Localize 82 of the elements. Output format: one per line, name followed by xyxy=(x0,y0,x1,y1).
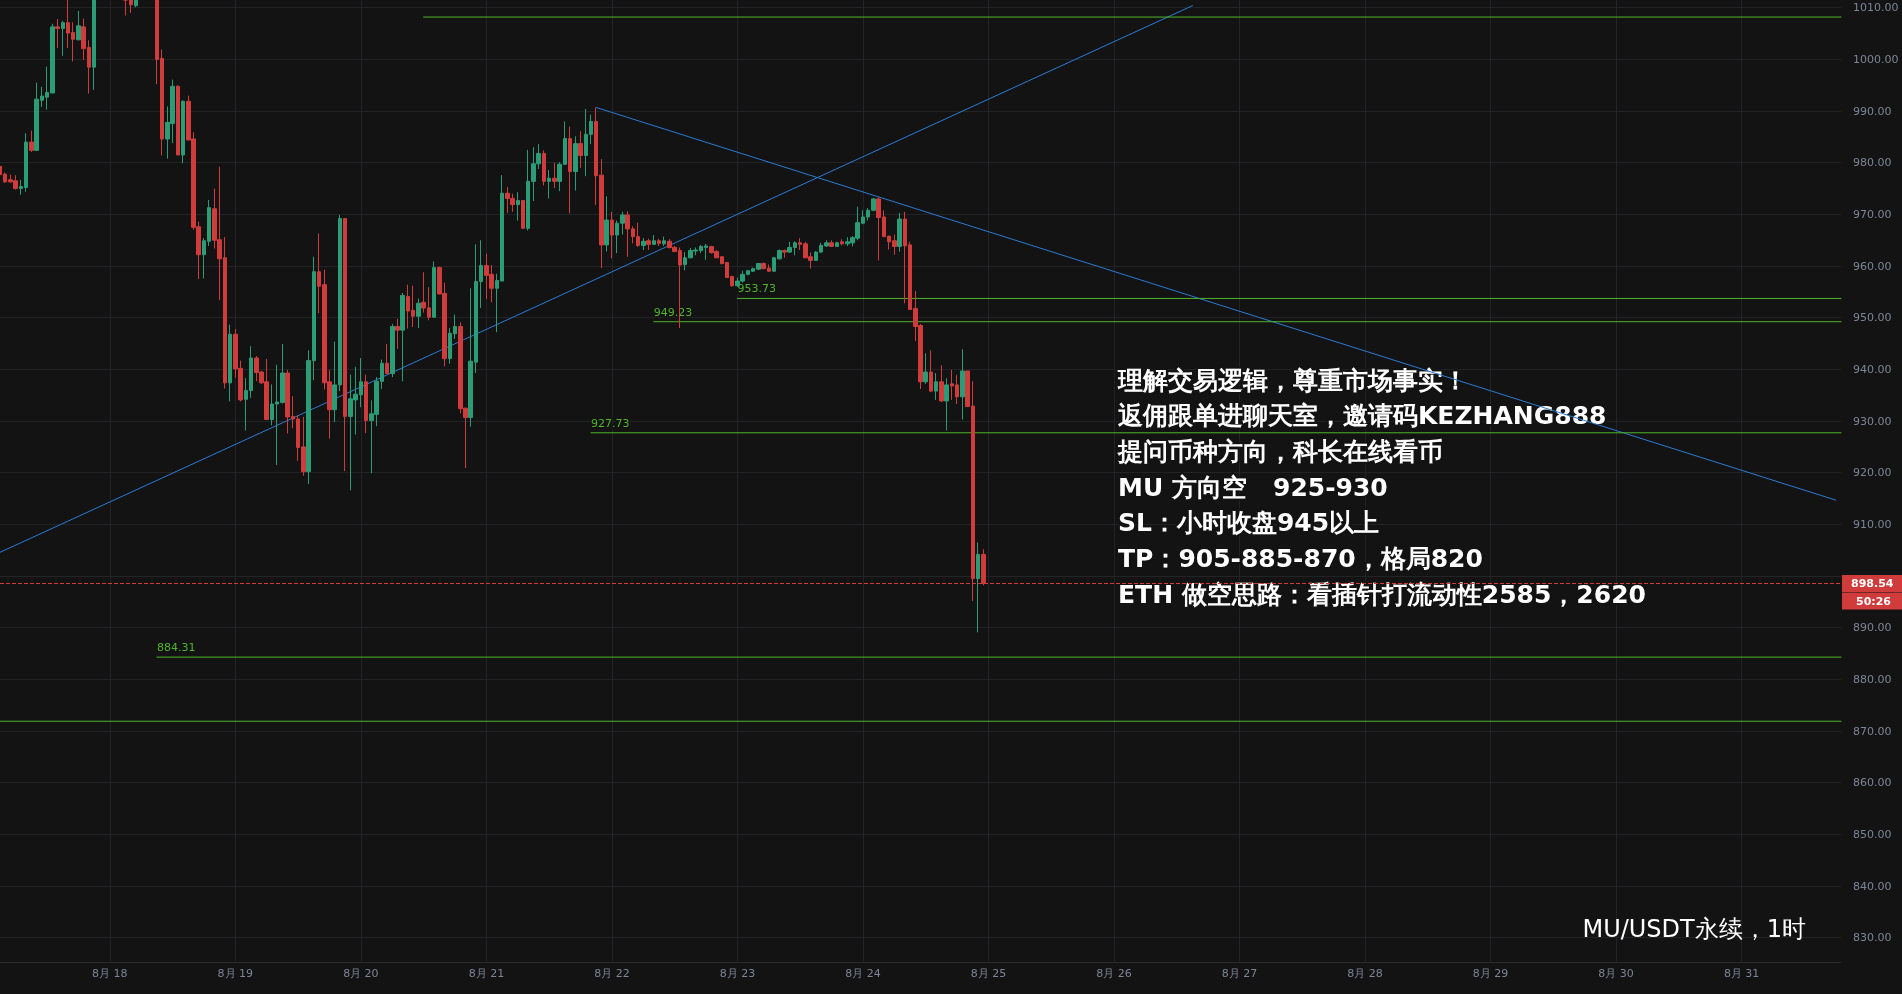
candlestick xyxy=(181,99,185,164)
candlestick xyxy=(416,298,421,329)
candlestick xyxy=(228,323,232,402)
candlestick xyxy=(516,191,520,222)
candlestick xyxy=(568,126,572,214)
candlestick xyxy=(934,372,938,401)
x-tick-label: 8月 27 xyxy=(1221,967,1258,980)
candlestick xyxy=(343,218,347,472)
y-tick-label: 950.00 xyxy=(1853,311,1892,325)
y-tick-label: 850.00 xyxy=(1853,827,1892,841)
annotation: ETH 做空思路：看插针打流动性2585，2620 xyxy=(1118,579,1646,609)
x-tick-label: 8月 19 xyxy=(217,967,254,980)
candlestick xyxy=(610,211,614,259)
candlestick xyxy=(652,234,656,245)
y-tick-label: 890.00 xyxy=(1853,621,1892,635)
annotation: MU 方向空 925-930 xyxy=(1118,472,1388,502)
x-tick-label: 8月 23 xyxy=(719,967,756,980)
series-label: 927.73 xyxy=(591,416,630,430)
series-label: 953.73 xyxy=(737,282,776,296)
x-tick-label: 8月 24 xyxy=(845,967,881,980)
x-tick-label: 8月 26 xyxy=(1096,967,1132,980)
y-tick-label: 960.00 xyxy=(1853,259,1892,273)
y-tick-label: 910.00 xyxy=(1853,517,1892,531)
y-tick-label: 930.00 xyxy=(1853,414,1892,428)
candlestick xyxy=(400,292,405,382)
candlestick xyxy=(897,212,902,253)
y-tick-label: 840.00 xyxy=(1853,879,1892,893)
candlestick xyxy=(929,349,933,393)
candlestick xyxy=(944,377,949,431)
x-tick-label: 8月 25 xyxy=(970,967,1007,980)
y-tick-label: 990.00 xyxy=(1853,104,1892,118)
y-tick-label: 920.00 xyxy=(1853,466,1892,480)
y-tick-label: 970.00 xyxy=(1853,207,1892,221)
candlestick xyxy=(547,169,551,199)
annotation: TP：905-885-870，格局820 xyxy=(1118,544,1483,573)
x-tick-label: 8月 31 xyxy=(1723,967,1760,980)
y-tick-label: 870.00 xyxy=(1853,724,1892,738)
candlestick xyxy=(782,249,787,259)
candlestick xyxy=(604,195,609,253)
y-tick-label: 880.00 xyxy=(1853,672,1892,686)
candlestick xyxy=(364,374,368,434)
ref-line-label: 898.54 xyxy=(1851,577,1894,591)
candlestick xyxy=(578,130,583,169)
candlestick xyxy=(976,541,980,633)
x-tick-label: 8月 21 xyxy=(468,967,505,980)
candlestick xyxy=(960,348,965,421)
candlestick xyxy=(657,238,661,247)
annotation: 提问币种方向，科长在线看币 xyxy=(1117,436,1443,466)
y-tick-label: 1010.00 xyxy=(1853,1,1899,15)
x-tick-label: 8月 22 xyxy=(594,967,630,980)
annotation: 理解交易逻辑，尊重市场事实！ xyxy=(1117,365,1468,395)
candlestick xyxy=(552,162,557,189)
candlestick xyxy=(390,323,395,378)
candlestick xyxy=(939,364,944,403)
y-tick-label: 1000.00 xyxy=(1853,52,1899,66)
candlestick xyxy=(176,84,180,156)
candlestick xyxy=(641,237,646,251)
candlestick xyxy=(542,149,546,186)
text: MU/USDT永续，1时 xyxy=(1582,915,1807,943)
y-tick-label: 940.00 xyxy=(1853,362,1892,376)
x-tick-label: 8月 28 xyxy=(1347,967,1383,980)
candlestick xyxy=(385,343,389,375)
candlestick xyxy=(829,239,834,248)
x-tick-label: 8月 30 xyxy=(1598,967,1634,980)
y-tick-label: 830.00 xyxy=(1853,931,1892,945)
candlestick xyxy=(432,260,436,318)
candlestick xyxy=(521,199,525,229)
candlestick xyxy=(840,238,844,246)
text: 50:26 xyxy=(1856,594,1892,608)
candlestick xyxy=(646,238,651,251)
x-tick-label: 8月 20 xyxy=(343,967,379,980)
series-label: 884.31 xyxy=(156,641,196,655)
candlestick xyxy=(923,352,928,385)
y-tick-label: 980.00 xyxy=(1853,156,1892,170)
candlestick xyxy=(395,318,400,350)
x-tick-label: 8月 29 xyxy=(1472,967,1509,980)
x-tick-label: 8月 18 xyxy=(92,967,128,980)
candlestick xyxy=(573,135,578,192)
y-tick-label: 860.00 xyxy=(1853,776,1892,790)
annotation: SL：小时收盘945以上 xyxy=(1118,508,1380,538)
candlestick xyxy=(662,236,666,247)
candlestick xyxy=(835,241,839,247)
